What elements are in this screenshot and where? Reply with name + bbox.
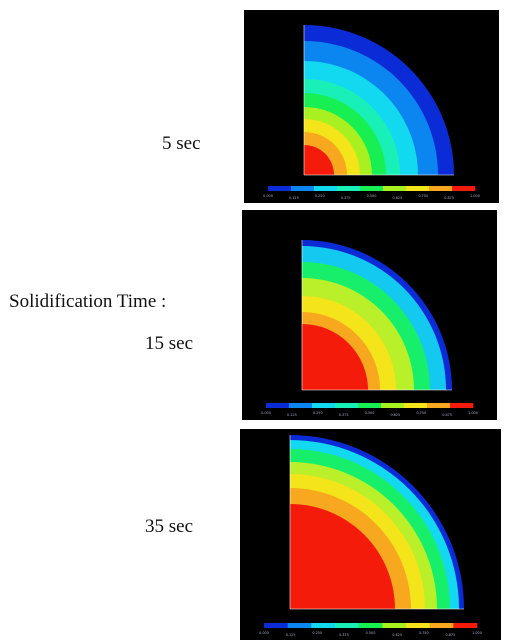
- colorbar-segment: [360, 186, 384, 191]
- colorbar-segment: [266, 403, 290, 408]
- colorbar-segment: [429, 623, 454, 628]
- colorbar-tick-label: 0.750: [418, 194, 428, 198]
- contour-band-7: [302, 324, 368, 390]
- colorbar-segment: [427, 403, 451, 408]
- contour-panel-15s: 0.000 0.125 0.250 0.375 0.500 0.625 0.750 0.875…: [242, 210, 497, 420]
- contour-band-9: [304, 145, 334, 175]
- colorbar-segment: [287, 623, 312, 628]
- solidification-time-heading: Solidification Time :: [9, 291, 167, 312]
- contour-panel-5s: 0.000 0.125 0.250 0.375 0.500 0.625 0.750 0.875…: [244, 10, 499, 203]
- colorbar-tick-label: 0.250: [315, 194, 325, 198]
- colorbar-tick-label: 0.250: [312, 631, 322, 635]
- colorbar-segment: [406, 623, 430, 628]
- colorbar-tick-label: 0.375: [339, 413, 349, 417]
- time-label-5s: 5 sec: [162, 133, 201, 154]
- colorbar-segment: [314, 186, 338, 191]
- colorbar-segment: [406, 186, 430, 191]
- colorbar-segment: [268, 186, 292, 191]
- colorbar-tick-label: 0.750: [419, 631, 429, 635]
- contour-plot-5s: 0.000 0.125 0.250 0.375 0.500 0.625 0.750 0.875…: [263, 25, 480, 200]
- colorbar-tick-label: 0.625: [391, 413, 401, 417]
- colorbar-segment: [335, 403, 359, 408]
- colorbar-segment: [452, 186, 476, 191]
- colorbar-tick-label: 0.500: [365, 411, 375, 415]
- colorbar-segment: [289, 403, 313, 408]
- colorbar-tick-label: 0.000: [261, 411, 271, 415]
- colorbar-tick-label: 1.000: [470, 194, 480, 198]
- colorbar-tick-label: 0.875: [446, 633, 456, 637]
- colorbar-tick-label: 0.375: [339, 633, 349, 637]
- colorbar-tick-label: 0.500: [366, 631, 376, 635]
- colorbar-tick-label: 0.750: [416, 411, 426, 415]
- colorbar-tick-label: 0.500: [367, 194, 377, 198]
- colorbar-tick-label: 0.375: [341, 196, 351, 200]
- colorbar-tick-label: 0.125: [287, 413, 297, 417]
- colorbar-tick-label: 0.000: [263, 194, 273, 198]
- colorbar-segment: [335, 623, 359, 628]
- colorbar-segment: [312, 403, 336, 408]
- colorbar-tick-label: 0.875: [442, 413, 452, 417]
- colorbar-tick-label: 1.000: [472, 631, 482, 635]
- colorbar-tick-label: 0.000: [259, 631, 269, 635]
- colorbar-tick-label: 0.625: [392, 633, 402, 637]
- colorbar-segment: [358, 623, 383, 628]
- colorbar-tick-label: 1.000: [468, 411, 478, 415]
- colorbar-segment: [382, 623, 407, 628]
- contour-panel-35s: 0.000 0.125 0.250 0.375 0.500 0.625 0.750 0.875…: [240, 429, 501, 640]
- colorbar-segment: [383, 186, 407, 191]
- colorbar-tick-label: 0.125: [286, 633, 296, 637]
- colorbar-tick-label: 0.250: [313, 411, 323, 415]
- colorbar-tick-label: 0.875: [444, 196, 454, 200]
- colorbar-segment: [453, 623, 478, 628]
- contour-plot-35s: 0.000 0.125 0.250 0.375 0.500 0.625 0.750 0.875…: [259, 435, 482, 637]
- colorbar-segment: [311, 623, 336, 628]
- colorbar-segment: [381, 403, 405, 408]
- colorbar-segment: [404, 403, 428, 408]
- colorbar-segment: [450, 403, 474, 408]
- colorbar-segment: [429, 186, 453, 191]
- time-label-15s: 15 sec: [145, 333, 194, 354]
- contour-plot-15s: 0.000 0.125 0.250 0.375 0.500 0.625 0.750 0.875…: [261, 240, 478, 417]
- colorbar-segment: [291, 186, 315, 191]
- colorbar-segment: [264, 623, 288, 628]
- colorbar-segment: [337, 186, 361, 191]
- colorbar-tick-label: 0.125: [289, 196, 299, 200]
- colorbar-segment: [358, 403, 382, 408]
- contour-band-7: [290, 504, 395, 609]
- colorbar-tick-label: 0.625: [393, 196, 403, 200]
- time-label-35s: 35 sec: [145, 516, 194, 537]
